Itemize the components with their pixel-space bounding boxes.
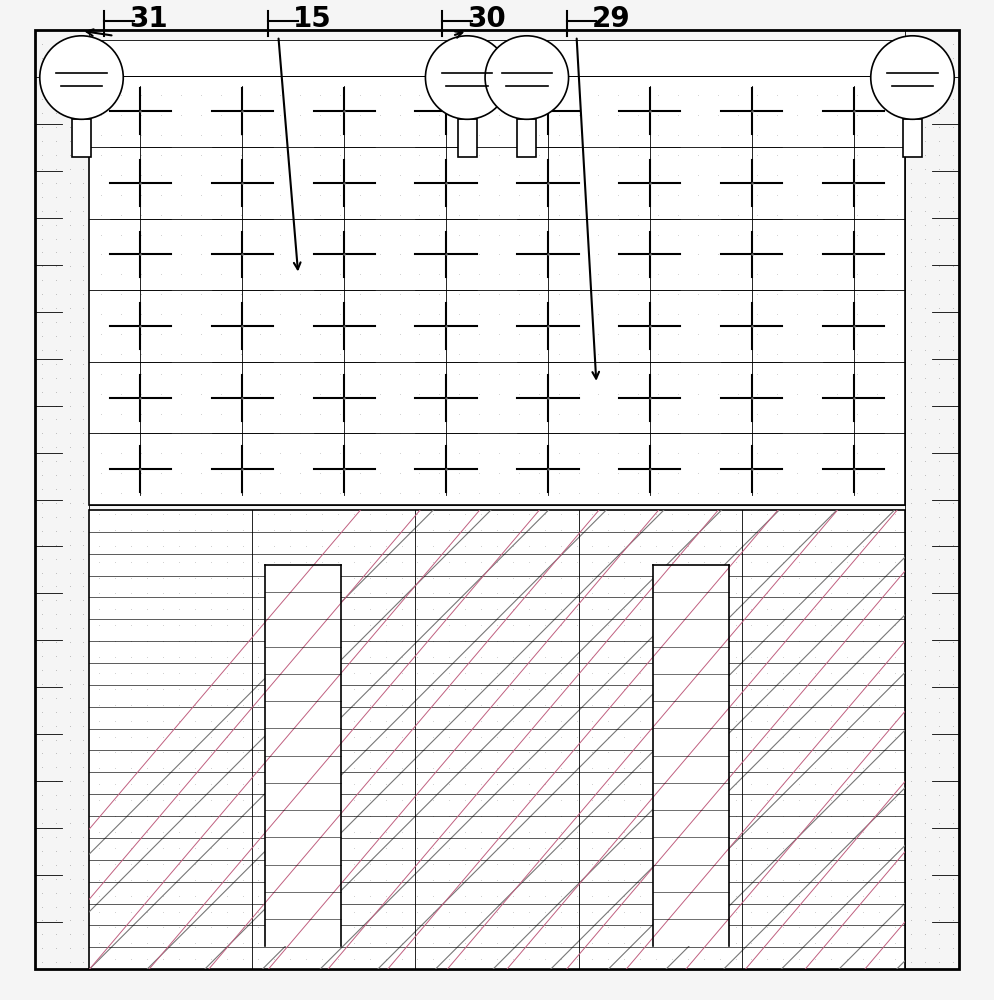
Bar [89, 76, 905, 505]
Bar [653, 565, 729, 946]
Circle shape [485, 36, 569, 119]
Bar [458, 119, 476, 157]
Circle shape [40, 36, 123, 119]
Bar [265, 565, 341, 946]
Circle shape [425, 36, 509, 119]
Text: 15: 15 [293, 5, 332, 33]
Bar [904, 119, 921, 157]
Text: 30: 30 [467, 5, 506, 33]
Bar [89, 510, 905, 969]
Text: 29: 29 [591, 5, 630, 33]
Bar [35, 30, 89, 969]
Bar [89, 40, 905, 76]
Circle shape [871, 36, 954, 119]
Bar [518, 119, 536, 157]
Text: 31: 31 [129, 5, 168, 33]
Bar [905, 30, 959, 969]
Bar [73, 119, 90, 157]
